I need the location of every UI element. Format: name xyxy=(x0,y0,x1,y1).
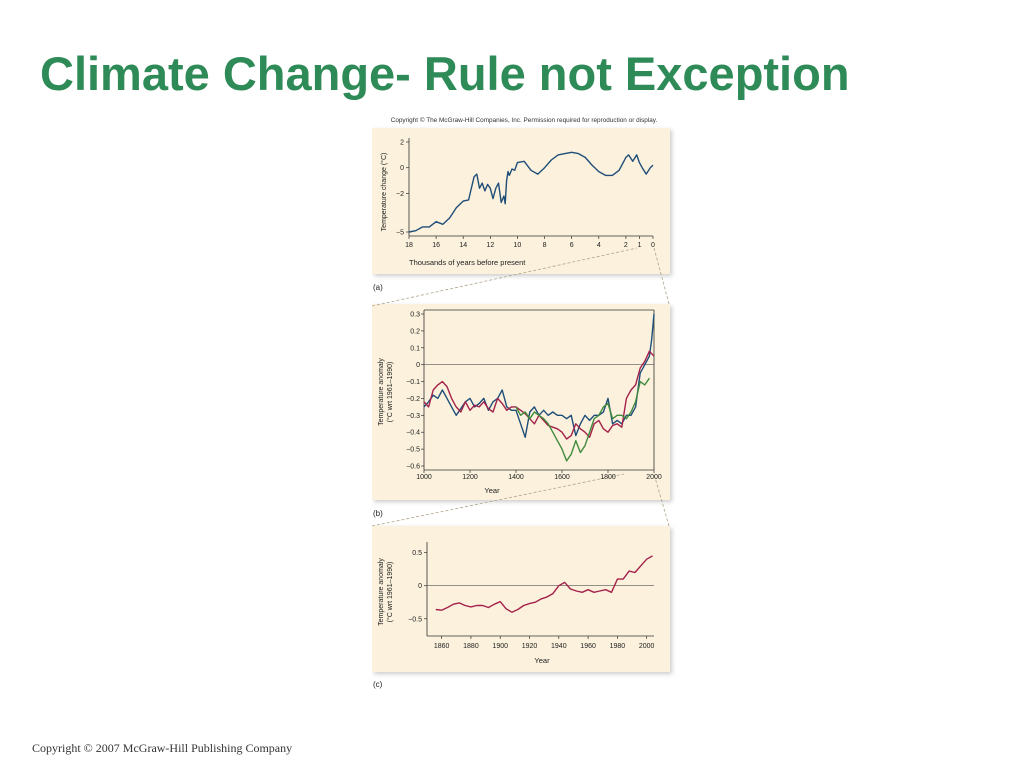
panel-a-x-tick-label: 14 xyxy=(459,242,467,249)
panel-b-y-tick-label: −0.1 xyxy=(406,379,420,386)
panel-b-y-tick-label: −0.6 xyxy=(406,464,420,471)
panel-c-y-tick-label: −0.5 xyxy=(408,616,422,623)
panel-b-ylabel-line2: (°C wrt 1961–1990) xyxy=(386,362,394,423)
panel-b-ylabel-line1: Temperature anomaly xyxy=(378,358,385,426)
panel-c-xlabel: Year xyxy=(534,656,550,665)
panel-b-x-tick-label: 1600 xyxy=(554,474,570,481)
panel-b-y-tick-label: −0.5 xyxy=(406,447,420,454)
panel-a-x-tick-label: 1 xyxy=(637,242,641,249)
panel-c-series-red xyxy=(435,555,653,613)
panel-a-x-tick-label: 2 xyxy=(624,242,628,249)
footer-copyright: Copyright © 2007 McGraw-Hill Publishing … xyxy=(32,741,293,755)
panel-b-label: (b) xyxy=(373,509,383,518)
figure-copyright: Copyright © The McGraw-Hill Companies, I… xyxy=(390,117,658,124)
panel-b-y-tick-label: 0.3 xyxy=(410,312,420,319)
panel-b-x-tick-label: 1400 xyxy=(508,474,524,481)
panel-a-y-tick-label: −5 xyxy=(396,230,404,237)
slide-title: Climate Change- Rule not Exception xyxy=(40,47,850,100)
panel-b-xlabel: Year xyxy=(484,486,500,495)
panel-a-x-tick-label: 18 xyxy=(405,242,413,249)
panel-c-y-tick-label: 0 xyxy=(418,583,422,590)
panel-b-series-green xyxy=(515,377,650,462)
panel-b-x-tick-label: 1000 xyxy=(416,474,432,481)
panel-a-x-tick-label: 10 xyxy=(514,242,522,249)
panel-c-x-tick-label: 1860 xyxy=(434,643,450,650)
panel-c-y-tick-label: 0.5 xyxy=(412,550,422,557)
panel-b-y-tick-label: −0.3 xyxy=(406,413,420,420)
plot-layer: 20−2−518 16 14 12 10 8 6 4 2 1 00.30.20.10−0.1−0.2… xyxy=(396,138,662,650)
panel-a-x-tick-label: 0 xyxy=(651,242,655,249)
zoom-line-b-right xyxy=(653,473,670,527)
panel-c-x-tick-label: 1880 xyxy=(463,643,479,650)
panel-a-x-tick-label: 12 xyxy=(486,242,494,249)
panel-a-ylabel: Temperature change (°C) xyxy=(380,153,388,232)
panel-a-y-tick-label: 0 xyxy=(400,165,404,172)
panel-c-background xyxy=(372,526,670,672)
panel-b-y-tick-label: 0.1 xyxy=(410,345,420,352)
panel-a-series-blue xyxy=(408,151,654,233)
panel-a-xlabel: Thousands of years before present xyxy=(409,258,526,267)
panel-a-background xyxy=(372,128,670,274)
zoom-line-b-left xyxy=(372,473,625,527)
figure: (a) (b) (c) Thousands of years before pr… xyxy=(372,128,670,689)
panel-c-x-tick-label: 1980 xyxy=(610,643,626,650)
panel-a-y-tick-label: 2 xyxy=(400,140,404,147)
panel-b-background xyxy=(372,304,670,500)
panel-b-y-tick-label: 0 xyxy=(416,362,420,369)
panel-a-label: (a) xyxy=(373,283,383,292)
panel-b-x-tick-label: 2000 xyxy=(646,474,662,481)
panel-a-x-tick-label: 8 xyxy=(543,242,547,249)
zoom-line-a-left xyxy=(372,247,638,307)
panel-c-ylabel-line2: (°C wrt 1961–1990) xyxy=(386,562,394,623)
panel-b-y-tick-label: 0.2 xyxy=(410,328,420,335)
panel-b-y-tick-label: −0.2 xyxy=(406,396,420,403)
panel-c-x-tick-label: 1960 xyxy=(580,643,596,650)
panel-c-ylabel-line1: Temperature anomaly xyxy=(378,558,385,626)
panel-c-x-tick-label: 1900 xyxy=(492,643,508,650)
panel-a-y-tick-label: −2 xyxy=(396,191,404,198)
panel-c-x-tick-label: 2000 xyxy=(639,643,655,650)
panel-a-x-tick-label: 6 xyxy=(570,242,574,249)
panel-c-x-tick-label: 1940 xyxy=(551,643,567,650)
panel-c-label: (c) xyxy=(373,680,383,689)
panel-b-y-tick-label: −0.4 xyxy=(406,430,420,437)
panel-a-x-tick-label: 4 xyxy=(597,242,601,249)
panel-b-x-tick-label: 1800 xyxy=(600,474,616,481)
panel-b-x-tick-label: 1200 xyxy=(462,474,478,481)
panel-c-x-tick-label: 1920 xyxy=(522,643,538,650)
panel-a-x-tick-label: 16 xyxy=(432,242,440,249)
